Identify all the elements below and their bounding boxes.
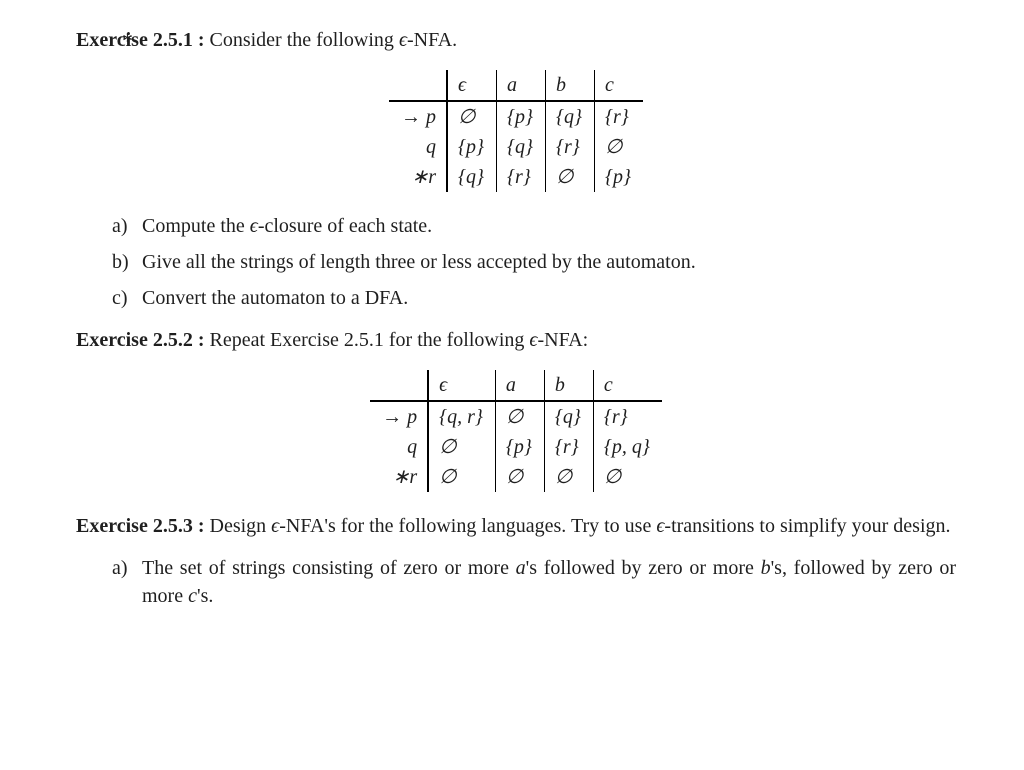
exercise-intro: Exercise 2.5.1 : Consider the following … bbox=[76, 26, 956, 54]
part-marker: a) bbox=[112, 212, 142, 240]
th-state bbox=[370, 370, 428, 401]
nfa-table-2: ϵ a b c → p {q, r} ∅ {q} {r} q ∅ {p} {r}… bbox=[370, 370, 662, 492]
th-c: c bbox=[595, 70, 644, 101]
list-item: a) The set of strings consisting of zero… bbox=[112, 554, 956, 610]
list-item: a) Compute the ϵ-closure of each state. bbox=[112, 212, 956, 240]
th-eps: ϵ bbox=[428, 370, 495, 401]
exercise-2-5-2: Exercise 2.5.2 : Repeat Exercise 2.5.1 f… bbox=[76, 326, 956, 492]
th-c: c bbox=[593, 370, 662, 401]
part-marker: c) bbox=[112, 284, 142, 312]
exercise-2-5-3: Exercise 2.5.3 : Design ϵ-NFA's for the … bbox=[76, 512, 956, 610]
part-marker: a) bbox=[112, 554, 142, 610]
part-text: Give all the strings of length three or … bbox=[142, 248, 696, 276]
th-b: b bbox=[546, 70, 595, 101]
parts-list: a) The set of strings consisting of zero… bbox=[112, 554, 956, 610]
exercise-label: Exercise 2.5.2 : bbox=[76, 329, 205, 351]
parts-list: a) Compute the ϵ-closure of each state. … bbox=[112, 212, 956, 312]
th-a: a bbox=[497, 70, 546, 101]
th-eps: ϵ bbox=[447, 70, 497, 101]
exercise-label: Exercise 2.5.1 : bbox=[76, 29, 205, 51]
intro-text: Repeat Exercise 2.5.1 for the following … bbox=[210, 329, 589, 351]
exercise-intro: Exercise 2.5.2 : Repeat Exercise 2.5.1 f… bbox=[76, 326, 956, 354]
th-b: b bbox=[544, 370, 593, 401]
star-marker: * bbox=[122, 26, 133, 57]
list-item: c) Convert the automaton to a DFA. bbox=[112, 284, 956, 312]
part-text: Compute the ϵ-closure of each state. bbox=[142, 212, 432, 240]
table-row: → p {q, r} ∅ {q} {r} bbox=[370, 401, 662, 432]
part-marker: b) bbox=[112, 248, 142, 276]
intro-text: Consider the following ϵ-NFA. bbox=[210, 29, 458, 51]
table-row: ∗r ∅ ∅ ∅ ∅ bbox=[370, 462, 662, 492]
nfa-table-1: ϵ a b c → p ∅ {p} {q} {r} q {p} {q} {r} … bbox=[389, 70, 643, 192]
table-row: q ∅ {p} {r} {p, q} bbox=[370, 432, 662, 462]
th-a: a bbox=[495, 370, 544, 401]
table-row: q {p} {q} {r} ∅ bbox=[389, 132, 643, 162]
part-text: Convert the automaton to a DFA. bbox=[142, 284, 408, 312]
part-text: The set of strings consisting of zero or… bbox=[142, 554, 956, 610]
list-item: b) Give all the strings of length three … bbox=[112, 248, 956, 276]
exercise-2-5-1: * Exercise 2.5.1 : Consider the followin… bbox=[76, 26, 956, 312]
table-row: → p ∅ {p} {q} {r} bbox=[389, 101, 643, 132]
table-row: ∗r {q} {r} ∅ {p} bbox=[389, 162, 643, 192]
exercise-intro: Exercise 2.5.3 : Design ϵ-NFA's for the … bbox=[76, 512, 956, 540]
th-state bbox=[389, 70, 447, 101]
intro-text: Design ϵ-NFA's for the following languag… bbox=[210, 515, 951, 537]
exercise-label: Exercise 2.5.3 : bbox=[76, 515, 205, 537]
